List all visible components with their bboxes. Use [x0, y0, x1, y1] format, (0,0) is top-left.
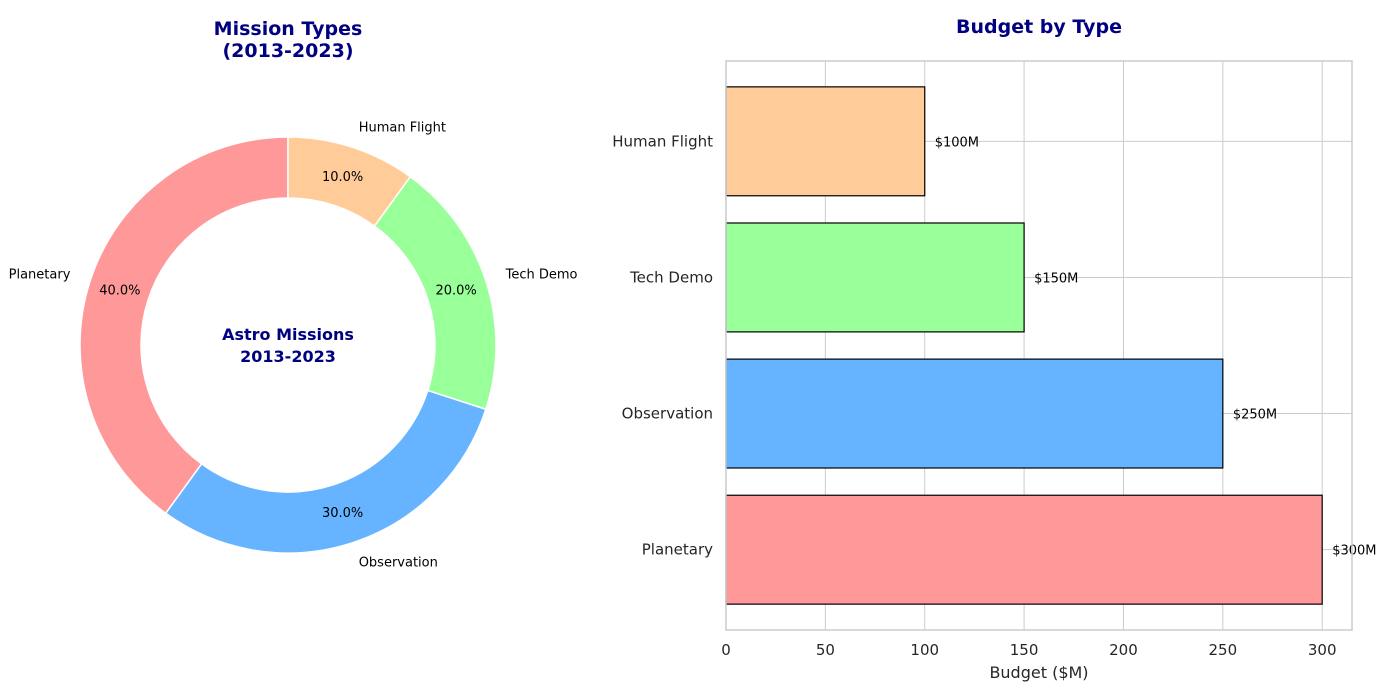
- bar-x-tick-label: 50: [816, 641, 835, 659]
- bar-chart: $300M Planetary $250M Observation $150M Tech …: [612, 60, 1377, 659]
- pie-pct-label-planetary: 40.0%: [99, 283, 140, 298]
- pie-slice-human-flight: [287, 136, 412, 228]
- bar-value-label-human-flight: $100M: [935, 135, 979, 150]
- bar-observation: [725, 358, 1224, 469]
- pie-title-line-1: Mission Types: [214, 18, 363, 40]
- bar-axes-frame: [725, 60, 1353, 631]
- bar-value-label-planetary: $300M: [1332, 544, 1376, 559]
- bar-x-tick-label: 300: [1308, 641, 1337, 659]
- bar-human-flight: [725, 86, 926, 197]
- bar-category-label-tech-demo: Tech Demo: [629, 268, 713, 286]
- bar-planetary: [725, 494, 1323, 605]
- pie-slice-observation: [164, 389, 487, 554]
- bar-x-tick-label: 0: [721, 641, 731, 659]
- donut-center-line-2: 2013-2023: [240, 347, 336, 366]
- bar-value-label-observation: $250M: [1233, 408, 1277, 423]
- pie-slice-label-planetary: Planetary: [9, 267, 71, 282]
- bar-x-tick-label: 250: [1209, 641, 1238, 659]
- bar-x-tick-label: 100: [910, 641, 939, 659]
- bar-title: Budget by Type: [956, 16, 1122, 38]
- bar-x-axis-label: Budget ($M): [989, 663, 1088, 682]
- pie-pct-label-human-flight: 10.0%: [322, 170, 363, 185]
- bar-category-label-observation: Observation: [622, 405, 713, 423]
- bar-x-tick-label: 200: [1109, 641, 1138, 659]
- pie-slice-label-human-flight: Human Flight: [359, 120, 446, 135]
- pie-chart: Planetary 40.0% Observation 30.0% Tech Demo 2…: [9, 120, 578, 570]
- donut-center-line-1: Astro Missions: [222, 325, 354, 344]
- bar-tech-demo: [725, 222, 1025, 333]
- pie-slice-planetary: [79, 136, 289, 515]
- bar-x-tick-label: 150: [1010, 641, 1039, 659]
- pie-pct-label-observation: 30.0%: [322, 506, 363, 521]
- pie-title-line-2: (2013-2023): [222, 40, 353, 62]
- pie-pct-label-tech-demo: 20.0%: [435, 283, 476, 298]
- bar-category-label-planetary: Planetary: [642, 541, 713, 559]
- bar-category-label-human-flight: Human Flight: [612, 132, 713, 150]
- pie-slice-label-tech-demo: Tech Demo: [505, 267, 578, 282]
- pie-slice-label-observation: Observation: [359, 556, 438, 571]
- bar-value-label-tech-demo: $150M: [1034, 271, 1078, 286]
